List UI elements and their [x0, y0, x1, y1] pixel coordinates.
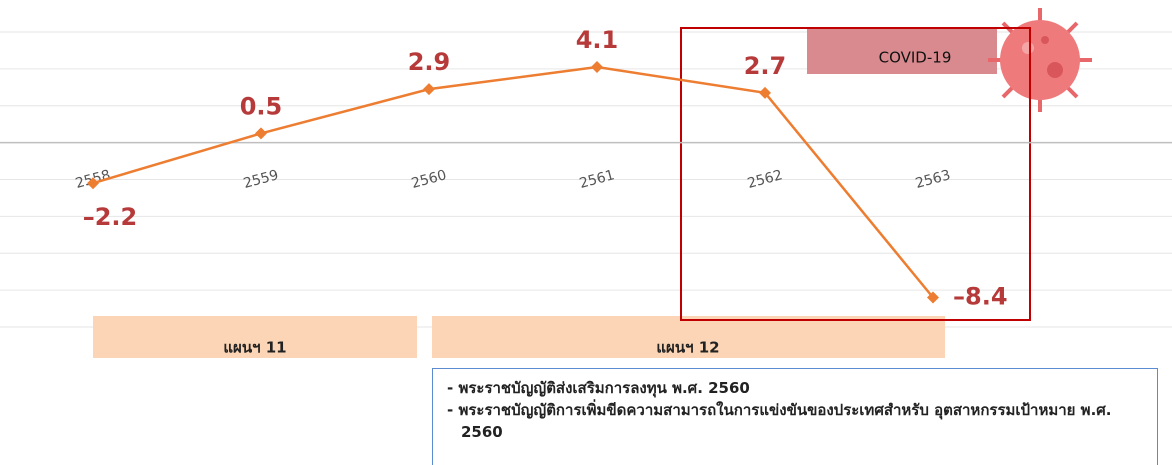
value-label: –2.2 [83, 203, 138, 231]
value-label: 4.1 [576, 26, 619, 54]
value-label: 2.9 [408, 48, 451, 76]
value-label: 2.7 [744, 52, 787, 80]
note: - พระราชบัญญัติส่งเสริมการลงทุน พ.ศ. 256… [447, 379, 750, 397]
marker [255, 127, 267, 140]
covid-label: COVID-19 [879, 49, 952, 67]
marker [87, 177, 99, 190]
x-tick-label: 2562 [746, 167, 785, 192]
virus-icon [988, 8, 1092, 112]
plan-label: แผนฯ 12 [656, 339, 719, 357]
x-tick-label: 2560 [410, 167, 449, 192]
marker [423, 83, 435, 96]
plan-label: แผนฯ 11 [223, 339, 286, 357]
marker [591, 61, 603, 74]
x-tick-label: 2563 [914, 167, 953, 192]
chart: COVID-19 แผนฯ 11 แผนฯ 12 255825592560256… [0, 8, 1172, 358]
plan-bar [432, 316, 945, 358]
marker [927, 291, 939, 304]
line [92, 65, 934, 299]
notes-box: - พระราชบัญญัติส่งเสริมการลงทุน พ.ศ. 256… [432, 368, 1158, 465]
covid-frame [680, 27, 1031, 321]
x-tick-label: 2561 [578, 167, 617, 192]
value-label: 0.5 [240, 92, 283, 120]
x-tick-label: 2559 [242, 167, 281, 192]
covid-banner [807, 28, 997, 74]
plan-bar [93, 316, 417, 358]
note: - พระราชบัญญัติการเพิ่มขีดความสามารถในกา… [447, 401, 1112, 441]
marker [759, 86, 771, 99]
value-label: –8.4 [953, 283, 1008, 311]
